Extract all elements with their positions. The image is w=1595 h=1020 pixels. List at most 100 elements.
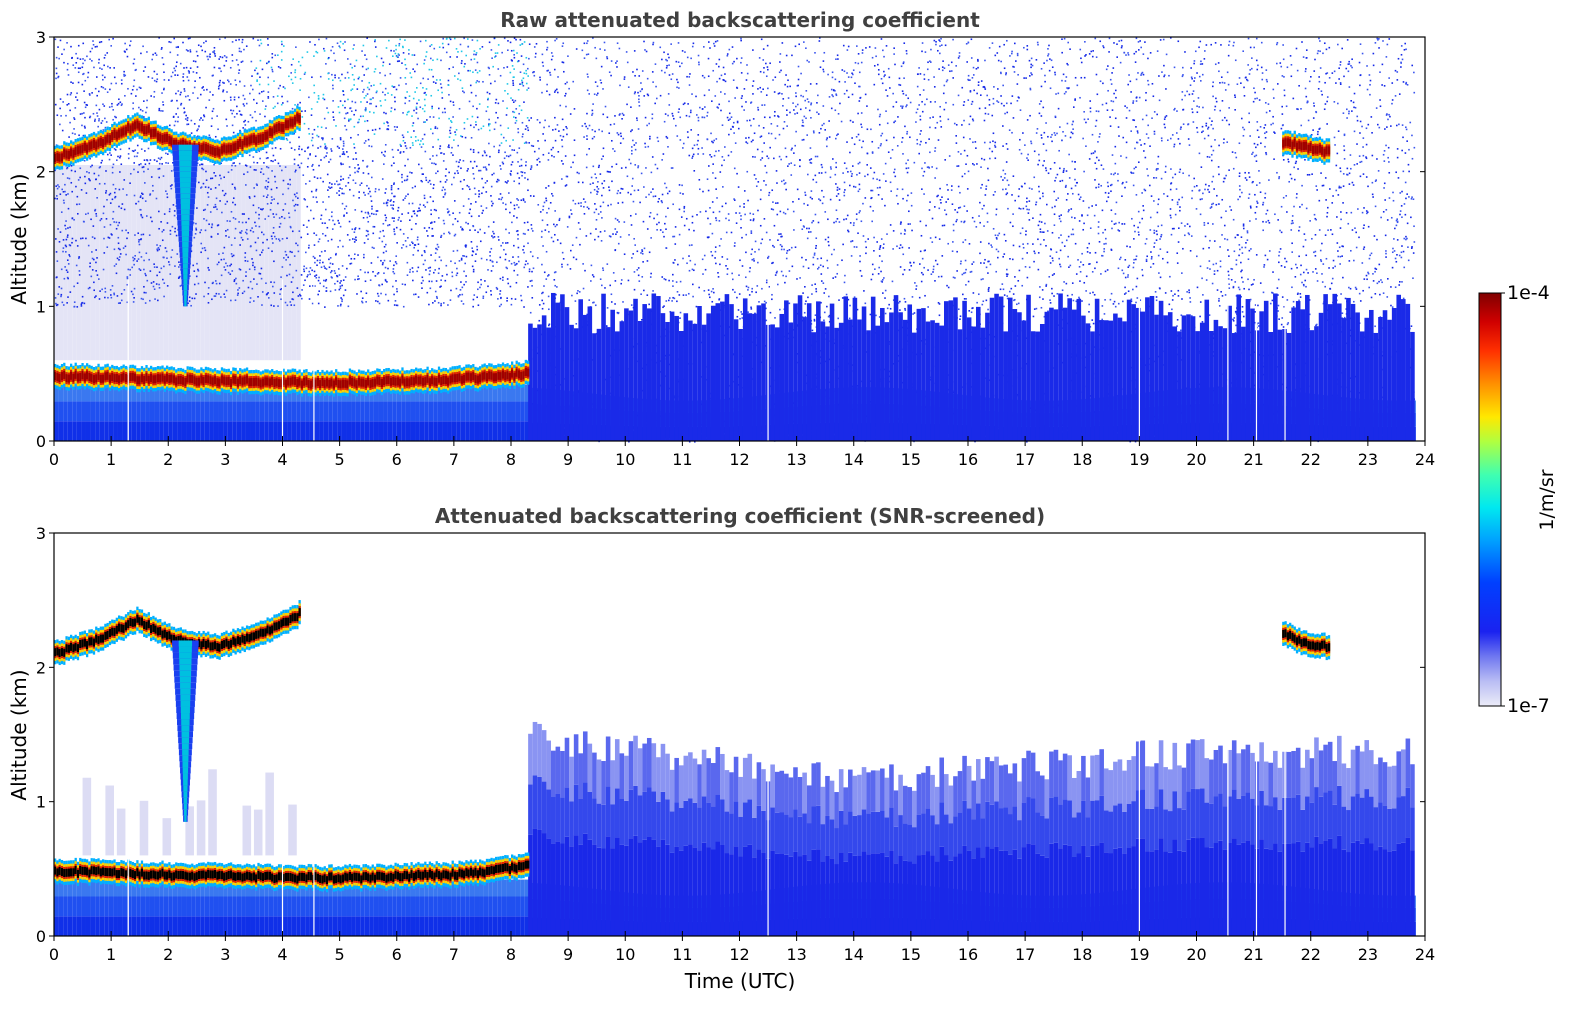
noise-speck (1155, 299, 1158, 302)
noise-speck (1376, 238, 1378, 241)
noise-speck (759, 136, 762, 138)
noise-speck (667, 93, 670, 95)
noise-speck (353, 125, 356, 128)
noise-speck (1401, 216, 1403, 219)
noise-speck (1352, 184, 1355, 186)
noise-speck (718, 65, 720, 68)
noise-speck (980, 187, 982, 189)
noise-speck (1397, 57, 1400, 60)
noise-speck (1030, 66, 1032, 69)
noise-speck (273, 305, 275, 307)
noise-speck (703, 254, 706, 257)
noise-speck (160, 267, 163, 270)
noise-speck (1137, 226, 1139, 229)
noise-speck (1124, 259, 1127, 261)
noise-speck (927, 78, 930, 81)
noise-speck (1359, 74, 1362, 77)
noise-speck (913, 261, 915, 264)
noise-speck (1092, 152, 1095, 154)
noise-speck (939, 52, 941, 55)
noise-speck (166, 285, 169, 287)
noise-speck (903, 42, 906, 44)
noise-speck (813, 320, 816, 322)
noise-speck (192, 71, 195, 73)
noise-speck (986, 94, 988, 97)
noise-speck (709, 207, 711, 209)
noise-speck (1385, 250, 1387, 252)
noise-speck (1362, 227, 1365, 230)
noise-speck (233, 279, 236, 281)
noise-speck (957, 57, 960, 59)
noise-speck (124, 245, 127, 248)
noise-speck (595, 208, 598, 211)
noise-speck (264, 115, 266, 118)
noise-speck (733, 167, 736, 170)
noise-speck (195, 50, 198, 53)
noise-speck (507, 127, 510, 129)
noise-speck (1132, 288, 1134, 291)
noise-speck (703, 94, 706, 97)
noise-speck (64, 228, 67, 230)
noise-speck (213, 295, 216, 297)
noise-speck (1094, 162, 1097, 164)
noise-speck (783, 121, 786, 123)
noise-speck (334, 272, 337, 275)
noise-speck (867, 238, 870, 240)
noise-speck (823, 319, 825, 322)
noise-speck (595, 57, 598, 60)
noise-speck (415, 223, 417, 225)
noise-speck (281, 169, 283, 172)
noise-speck (514, 99, 517, 102)
noise-speck (1177, 289, 1180, 292)
noise-speck (1221, 100, 1224, 102)
noise-speck (503, 37, 506, 40)
noise-speck (1258, 99, 1261, 101)
noise-speck (761, 238, 764, 241)
noise-speck (876, 178, 878, 181)
noise-speck (60, 211, 63, 213)
noise-speck (481, 212, 484, 214)
noise-speck (886, 233, 888, 235)
noise-speck (82, 134, 85, 137)
noise-speck (961, 273, 964, 276)
noise-speck (1264, 145, 1266, 148)
noise-speck (428, 68, 431, 71)
noise-speck (996, 100, 998, 102)
noise-speck (1199, 315, 1201, 318)
noise-speck (812, 220, 815, 222)
noise-speck (76, 195, 79, 198)
noise-speck (578, 172, 580, 175)
noise-speck (973, 220, 976, 223)
noise-speck (740, 39, 742, 42)
noise-speck (182, 41, 184, 44)
raw-backscatter-panel: Raw attenuated backscattering coefficien… (7, 8, 1435, 469)
noise-speck (89, 58, 91, 60)
noise-speck (459, 226, 462, 228)
noise-speck (740, 97, 743, 100)
surface-layer-cell (241, 401, 246, 422)
noise-speck (1047, 172, 1050, 175)
noise-speck (1389, 115, 1391, 118)
noise-speck (1339, 170, 1342, 173)
noise-speck (685, 114, 688, 117)
noise-speck (322, 137, 324, 139)
noise-speck (850, 76, 853, 79)
noise-speck (1111, 72, 1113, 74)
noise-speck (1282, 159, 1285, 161)
noise-speck (1330, 282, 1333, 285)
noise-speck (519, 44, 522, 46)
noise-speck (895, 194, 898, 197)
surface-layer-cell (341, 401, 347, 422)
noise-speck (607, 171, 610, 173)
noise-speck (473, 53, 475, 56)
noise-speck (274, 54, 277, 57)
noise-speck (217, 85, 220, 88)
noise-speck (921, 110, 924, 113)
surface-layer-cell (168, 384, 173, 402)
noise-speck (1054, 71, 1056, 74)
noise-speck (243, 48, 245, 51)
noise-speck (1264, 192, 1267, 195)
noise-speck (94, 188, 97, 190)
noise-speck (286, 274, 288, 277)
